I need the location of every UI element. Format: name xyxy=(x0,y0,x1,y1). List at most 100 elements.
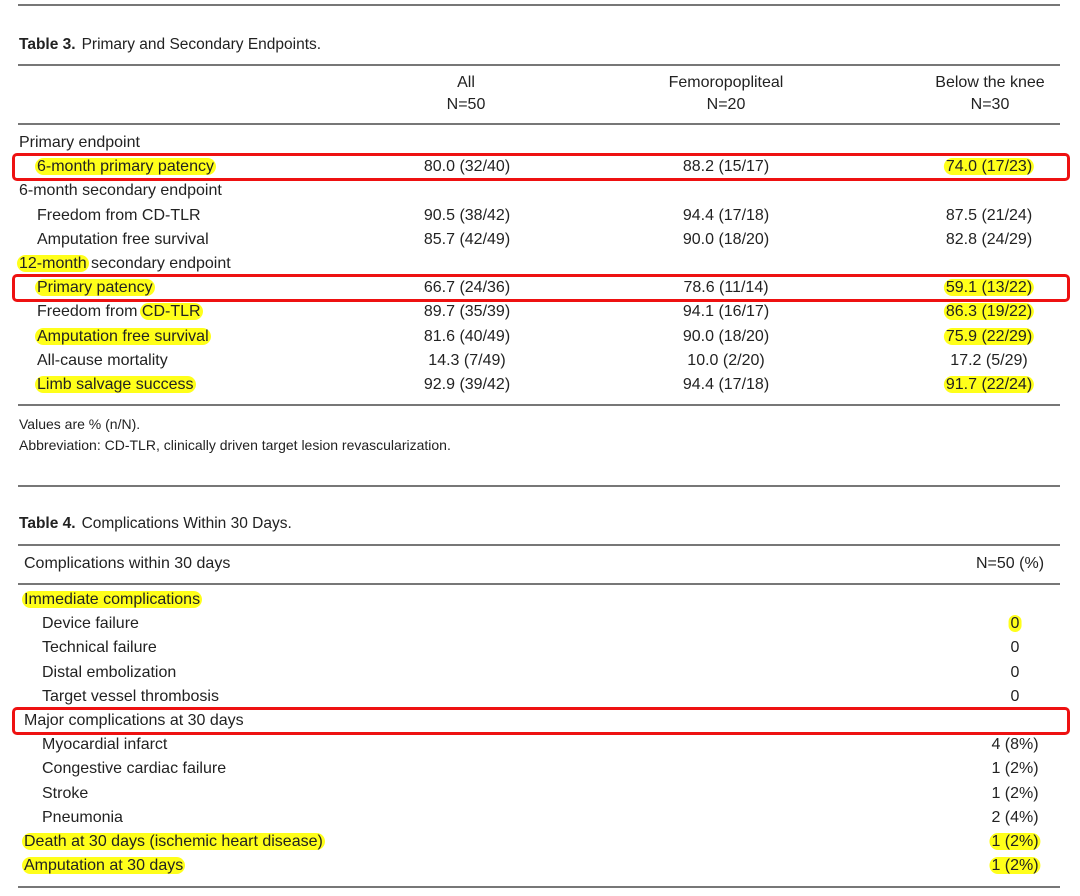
table3-title: Table 3. Primary and Secondary Endpoints. xyxy=(19,36,321,54)
text-segment: 10.0 (2/20) xyxy=(687,351,765,369)
row-value: 1 (2%) xyxy=(989,854,1041,878)
table4-rule-bottom xyxy=(18,886,1060,888)
text-segment: 87.5 (21/24) xyxy=(945,206,1033,224)
table4-rule-header xyxy=(18,583,1060,585)
highlighted-text: Amputation free survival xyxy=(35,327,211,345)
table4-rule-top xyxy=(18,544,1060,546)
row-label: Device failure xyxy=(42,612,139,636)
table-row: Distal embolization 0 xyxy=(0,661,1080,685)
col-header-all: All N=50 xyxy=(406,72,526,116)
red-annotation-box xyxy=(12,274,1070,303)
row-value: 66.7 (24/36) xyxy=(424,276,510,300)
highlighted-text: 75.9 (22/29) xyxy=(943,327,1035,345)
table3-label: Table 3. xyxy=(19,36,76,53)
row-label: Freedom from CD-TLR xyxy=(37,204,201,228)
col-name: Below the knee xyxy=(935,74,1045,91)
text-segment: Amputation free survival xyxy=(37,230,209,248)
row-value: 90.0 (18/20) xyxy=(683,325,769,349)
row-value: 1 (2%) xyxy=(989,830,1041,854)
row-value: 81.6 (40/49) xyxy=(424,325,510,349)
text-segment: 90.0 (18/20) xyxy=(682,230,770,248)
top-rule xyxy=(18,4,1060,6)
col-header-femoropopliteal: Femoropopliteal N=20 xyxy=(646,72,806,116)
row-label: Stroke xyxy=(42,782,88,806)
row-value: 87.5 (21/24) xyxy=(946,204,1032,228)
row-value: 75.9 (22/29) xyxy=(943,325,1035,349)
row-value: 17.2 (5/29) xyxy=(950,349,1027,373)
text-segment: 17.2 (5/29) xyxy=(950,351,1028,369)
highlighted-text: 1 (2%) xyxy=(989,832,1041,850)
text-segment: Technical failure xyxy=(42,639,157,657)
row-label: Myocardial infarct xyxy=(42,733,167,757)
text-segment: Myocardial infarct xyxy=(42,736,168,754)
row-label: Limb salvage success xyxy=(35,373,196,397)
row-value: 4 (8%) xyxy=(991,733,1038,757)
table3-rule-top xyxy=(18,64,1060,66)
table-row: Amputation free survival 85.7 (42/49) 90.0… xyxy=(0,228,1080,252)
table-row: All-cause mortality 14.3 (7/49) 10.0 (2/20… xyxy=(0,349,1080,373)
table-section-row: 12-month secondary endpoint xyxy=(0,252,1080,276)
row-value: 86.3 (19/22) xyxy=(943,300,1035,324)
text-segment: 78.6 (11/14) xyxy=(683,279,769,297)
table-row: Myocardial infarct 4 (8%) xyxy=(0,733,1080,757)
row-label: Death at 30 days (ischemic heart disease… xyxy=(22,830,325,854)
table4-title-text: Complications Within 30 Days. xyxy=(81,515,292,532)
col-n: N=50 xyxy=(446,96,486,113)
table3-rule-bottom xyxy=(18,404,1060,406)
row-label: Target vessel thrombosis xyxy=(42,685,219,709)
text-segment: Target vessel thrombosis xyxy=(42,687,219,705)
highlighted-text: Death at 30 days (ischemic heart disease… xyxy=(22,832,325,850)
table-section-row: Major complications at 30 days xyxy=(0,706,1080,735)
text-segment: 66.7 (24/36) xyxy=(423,279,511,297)
row-label: Pneumonia xyxy=(42,806,123,830)
text-segment: 94.1 (16/17) xyxy=(682,303,770,321)
row-label: Amputation free survival xyxy=(37,228,209,252)
text-segment: 85.7 (42/49) xyxy=(423,230,511,248)
table4-body: Immediate complications Device failure 0 Te… xyxy=(0,588,1080,878)
table-section-row: Death at 30 days (ischemic heart disease… xyxy=(0,830,1080,854)
text-segment: 0 xyxy=(1010,663,1020,681)
table3-rule-header xyxy=(18,123,1060,125)
text-segment: All-cause mortality xyxy=(37,351,168,369)
row-value: 91.7 (22/24) xyxy=(943,373,1035,397)
table4-header-label: Complications within 30 days xyxy=(24,555,231,572)
col-name: All xyxy=(457,74,475,91)
text-segment: 0 xyxy=(1010,639,1020,657)
highlighted-text: Primary patency xyxy=(35,279,155,297)
highlighted-text: 1 (2%) xyxy=(989,857,1041,875)
col-n: N=30 xyxy=(970,96,1010,113)
text-segment: 4 (8%) xyxy=(991,736,1039,754)
row-label: Primary endpoint xyxy=(19,131,140,155)
row-value: 74.0 (17/23) xyxy=(943,155,1035,179)
text-segment: 94.4 (17/18) xyxy=(682,206,770,224)
text-segment: Stroke xyxy=(42,784,89,802)
text-segment: Distal embolization xyxy=(42,663,177,681)
row-value: 0 xyxy=(1011,661,1020,685)
text-segment: secondary endpoint xyxy=(86,254,231,272)
table-row: Target vessel thrombosis 0 xyxy=(0,685,1080,709)
row-value: 0 xyxy=(1008,612,1022,636)
text-segment: Congestive cardiac failure xyxy=(42,760,227,778)
row-value: 94.1 (16/17) xyxy=(683,300,769,324)
highlighted-text: Limb salvage success xyxy=(35,375,196,393)
table-row: 6-month primary patency 80.0 (32/40) 88.2 … xyxy=(0,153,1080,182)
col-name: Femoropopliteal xyxy=(668,74,784,91)
row-label: Amputation at 30 days xyxy=(22,854,186,878)
row-label: Freedom from CD-TLR xyxy=(37,300,203,324)
table-section-row: Primary endpoint xyxy=(0,131,1080,155)
row-value: 89.7 (35/39) xyxy=(424,300,510,324)
text-segment: 0 xyxy=(1010,687,1020,705)
highlighted-text: 0 xyxy=(1008,615,1022,633)
text-segment: 1 (2%) xyxy=(991,784,1039,802)
row-value: 0 xyxy=(1011,685,1020,709)
text-segment: 90.0 (18/20) xyxy=(682,327,770,345)
table4-rule-top-outer xyxy=(18,485,1060,487)
row-value: 10.0 (2/20) xyxy=(687,349,764,373)
row-value: 80.0 (32/40) xyxy=(424,155,510,179)
row-value: 90.5 (38/42) xyxy=(424,204,510,228)
table4-header-value: N=50 (%) xyxy=(976,555,1045,572)
row-label: Major complications at 30 days xyxy=(24,709,244,733)
table-row: Congestive cardiac failure 1 (2%) xyxy=(0,757,1080,781)
row-label: Technical failure xyxy=(42,636,157,660)
